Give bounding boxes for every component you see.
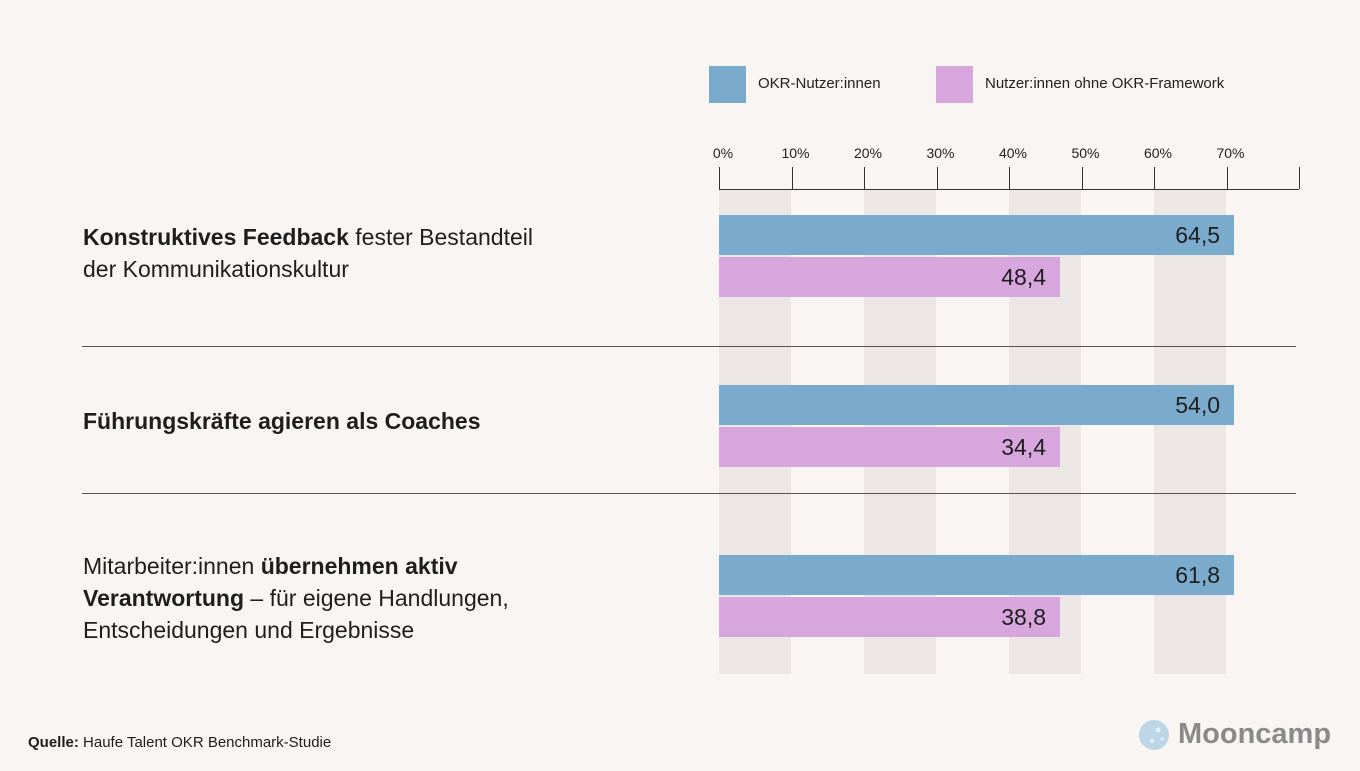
category-label-part: Mitarbeiter:innen (83, 553, 261, 579)
bar-value-label: 61,8 (1175, 562, 1220, 588)
bar: 64,5 (719, 215, 1234, 255)
tick-label: 10% (781, 145, 810, 161)
tick-mark (1154, 167, 1155, 189)
tick-mark (1081, 167, 1083, 189)
bar: 54,0 (719, 385, 1234, 425)
tick-label: 50% (1071, 145, 1100, 161)
axis-line (719, 189, 1299, 190)
category-label: Führungskräfte agieren als Coaches (83, 405, 643, 437)
tick-label: 0% (712, 145, 734, 161)
tick-mark (1009, 167, 1010, 189)
category-label-part: fester Bestandteil der Kommunikationskul… (83, 224, 533, 282)
bar: 38,8 (719, 597, 1060, 637)
source-note: Quelle: Haufe Talent OKR Benchmark-Studi… (28, 734, 331, 751)
tick-label: 70% (1216, 145, 1245, 161)
moon-icon (1139, 720, 1169, 750)
bar-value-label: 54,0 (1175, 392, 1220, 418)
grid-stripe (1154, 190, 1226, 674)
row-divider (82, 493, 1296, 494)
bar: 61,8 (719, 555, 1234, 595)
bar-value-label: 48,4 (1001, 264, 1046, 290)
tick-mark (864, 167, 865, 189)
source-label: Quelle: (28, 734, 79, 751)
bar: 48,4 (719, 257, 1060, 297)
tick-label: 60% (1143, 145, 1173, 161)
legend-swatch (709, 66, 746, 103)
tick-mark (791, 167, 793, 189)
category-label-part: übernehmen aktiv Verantwortung (83, 553, 458, 611)
legend-label: OKR-Nutzer:innen (758, 75, 881, 92)
category-label: Mitarbeiter:innen übernehmen aktiv Veran… (83, 550, 603, 646)
category-label-part: Konstruktives Feedback (83, 224, 349, 250)
tick-label: 40% (998, 145, 1028, 161)
tick-mark (936, 167, 938, 189)
source-text: Haufe Talent OKR Benchmark-Studie (78, 734, 332, 751)
tick-label: 20% (853, 145, 883, 161)
legend-swatch (936, 66, 973, 103)
bar-value-label: 34,4 (1001, 434, 1046, 460)
row-divider (82, 346, 1296, 347)
category-label-part: Führungskräfte agieren als Coaches (83, 408, 481, 434)
tick-mark (1299, 167, 1300, 189)
bar-value-label: 38,8 (1001, 604, 1046, 630)
tick-mark (719, 167, 720, 189)
bar-value-label: 64,5 (1175, 222, 1220, 248)
logo-text: Mooncamp (1178, 718, 1332, 750)
legend-label: Nutzer:innen ohne OKR-Framework (985, 75, 1225, 92)
category-label: Konstruktives Feedback fester Bestandtei… (83, 221, 553, 285)
tick-label: 30% (926, 145, 955, 161)
bar: 34,4 (719, 427, 1060, 467)
category-label-part: – für eigene Handlungen, Entscheidungen … (83, 585, 509, 643)
tick-mark (1226, 167, 1228, 189)
